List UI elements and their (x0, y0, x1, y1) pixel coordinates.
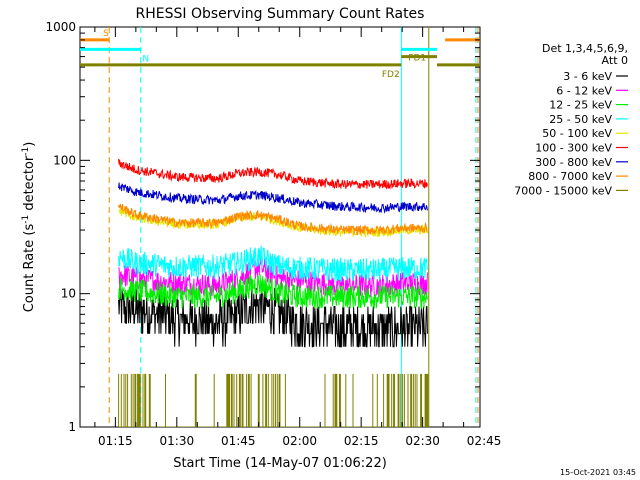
legend-label: 7000 - 15000 keV (514, 184, 612, 197)
series-12-25-kev (118, 274, 428, 310)
legend-label: 800 - 7000 keV (528, 170, 612, 183)
legend-label: 6 - 12 keV (556, 84, 612, 97)
x-axis-label: Start Time (14-May-07 01:06:22) (173, 456, 387, 471)
y-axis-label-end: ) (22, 142, 37, 147)
x-tick-label: 02:00 (282, 434, 317, 448)
series-line (118, 203, 428, 236)
y-tick-label: 100 (53, 153, 76, 167)
series-line (118, 245, 428, 283)
y-axis-label: Count Rate (s-1 detector-1) (21, 142, 37, 313)
legend-label: 25 - 50 keV (549, 113, 612, 126)
y-tick-label: 1000 (45, 20, 76, 34)
y-axis-label-sup1: -1 (21, 215, 31, 224)
x-tick-label: 02:30 (405, 434, 440, 448)
series-800-7000-kev (118, 203, 428, 236)
y-axis-label-main: Count Rate (s (22, 224, 37, 313)
legend-label: 100 - 300 keV (535, 142, 612, 155)
plot-layer: S N FD1 FD2 (80, 27, 480, 427)
y-tick-label: 1 (68, 420, 76, 434)
series-line (118, 373, 429, 427)
legend-label: 3 - 6 keV (563, 70, 612, 83)
series-25-50-kev (118, 245, 428, 283)
legend-header-line-1: Det 1,3,4,5,6,9, (542, 42, 628, 55)
plot-frame (79, 26, 481, 428)
x-tick-label: 01:30 (160, 434, 195, 448)
legend-label: 12 - 25 keV (549, 99, 612, 112)
x-tick-label: 01:15 (98, 434, 133, 448)
axes-layer: 1 10 100 1000 01:15 01:30 01:45 02:00 02:15 02:30… (45, 20, 501, 448)
series-line (118, 283, 428, 348)
y-tick-label: 10 (61, 287, 76, 301)
flag-label-fd1: FD1 (408, 54, 426, 64)
series-line (118, 182, 428, 214)
chart-title: RHESSI Observing Summary Count Rates (136, 6, 425, 22)
x-tick-label: 02:45 (467, 434, 502, 448)
series-3-6-kev (118, 283, 428, 348)
x-tick-label: 01:45 (221, 434, 256, 448)
x-tick-label: 02:15 (344, 434, 379, 448)
series-line (118, 158, 428, 190)
footer-timestamp: 15-Oct-2021 03:45 (560, 468, 636, 477)
series-7000-15000-kev (118, 373, 429, 427)
legend-header-line-2: Att 0 (602, 54, 628, 67)
legend-label: 300 - 800 keV (535, 156, 612, 169)
series-line (118, 274, 428, 310)
flag-label-s: S (103, 29, 109, 39)
y-axis-label-sup2: -1 (21, 147, 31, 156)
flag-label-n: N (142, 54, 149, 64)
series-100-300-kev (118, 158, 428, 190)
series-300-800-kev (118, 182, 428, 214)
legend-label: 50 - 100 keV (542, 127, 612, 140)
flag-label-fd2: FD2 (382, 70, 400, 80)
y-axis-label-mid: detector (22, 155, 37, 215)
